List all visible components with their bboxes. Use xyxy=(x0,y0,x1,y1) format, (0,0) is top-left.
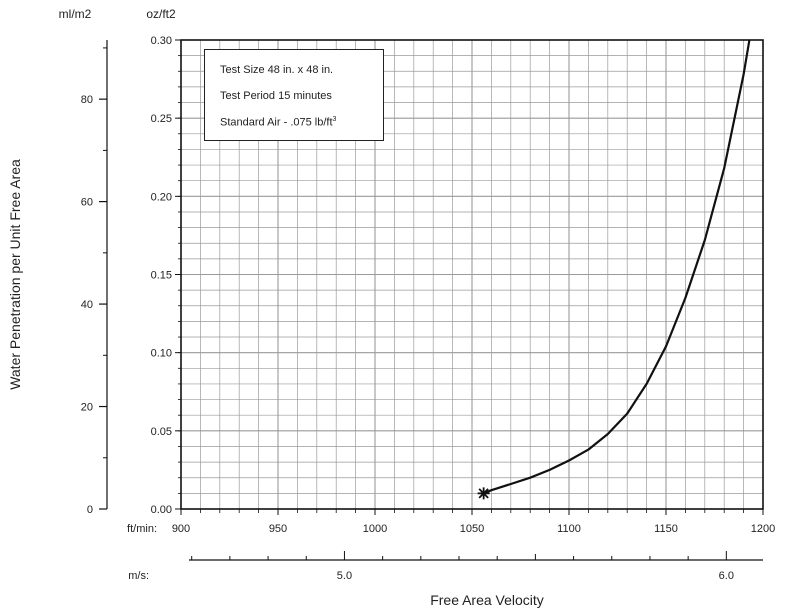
y-left-tick-label: 40 xyxy=(81,299,93,311)
x-primary-unit: ft/min: xyxy=(127,523,157,535)
x-tick-label: 900 xyxy=(172,523,190,535)
y-left-unit: ml/m2 xyxy=(59,7,92,21)
x-tick-label: 1150 xyxy=(654,523,678,535)
annotation-standard-air: Standard Air - .075 lb/ft3 xyxy=(220,116,336,129)
y-left-tick-label: 0 xyxy=(87,504,93,516)
annotation-standard-air-text: Standard Air - .075 lb/ft xyxy=(220,116,333,129)
x-secondary-tick-label: 6.0 xyxy=(719,570,734,582)
y-right-tick-label: 0.25 xyxy=(151,113,172,125)
y-right-tick-label: 0.00 xyxy=(151,504,172,516)
x-secondary-unit: m/s: xyxy=(128,570,149,582)
x-tick-label: 1050 xyxy=(460,523,484,535)
x-secondary-tick-label: 5.0 xyxy=(337,570,352,582)
series-line xyxy=(483,39,751,495)
annotation-superscript: 3 xyxy=(332,116,337,123)
y-right-tick-label: 0.10 xyxy=(151,348,172,360)
y-axis-label: Water Penetration per Unit Free Area xyxy=(7,159,23,390)
x-tick-label: 1000 xyxy=(363,523,387,535)
y-right-unit: oz/ft2 xyxy=(146,7,176,21)
y-right-tick-label: 0.20 xyxy=(151,191,172,203)
x-tick-label: 1200 xyxy=(751,523,775,535)
start-marker xyxy=(478,488,489,499)
legend-box: Test Size 48 in. x 48 in. Test Period 15… xyxy=(204,49,384,141)
y-right-tick-label: 0.30 xyxy=(151,35,172,47)
x-tick-label: 950 xyxy=(269,523,287,535)
y-left-tick-label: 20 xyxy=(81,402,93,414)
x-axis-label: Free Area Velocity xyxy=(430,592,544,608)
y-left-tick-label: 60 xyxy=(81,197,93,209)
y-left-tick-label: 80 xyxy=(81,94,93,106)
y-right-tick-label: 0.15 xyxy=(151,270,172,282)
annotation-test-size: Test Size 48 in. x 48 in. xyxy=(220,64,334,76)
y-right-tick-label: 0.05 xyxy=(151,426,172,438)
annotation-test-period: Test Period 15 minutes xyxy=(220,90,332,102)
x-tick-label: 1100 xyxy=(557,523,581,535)
